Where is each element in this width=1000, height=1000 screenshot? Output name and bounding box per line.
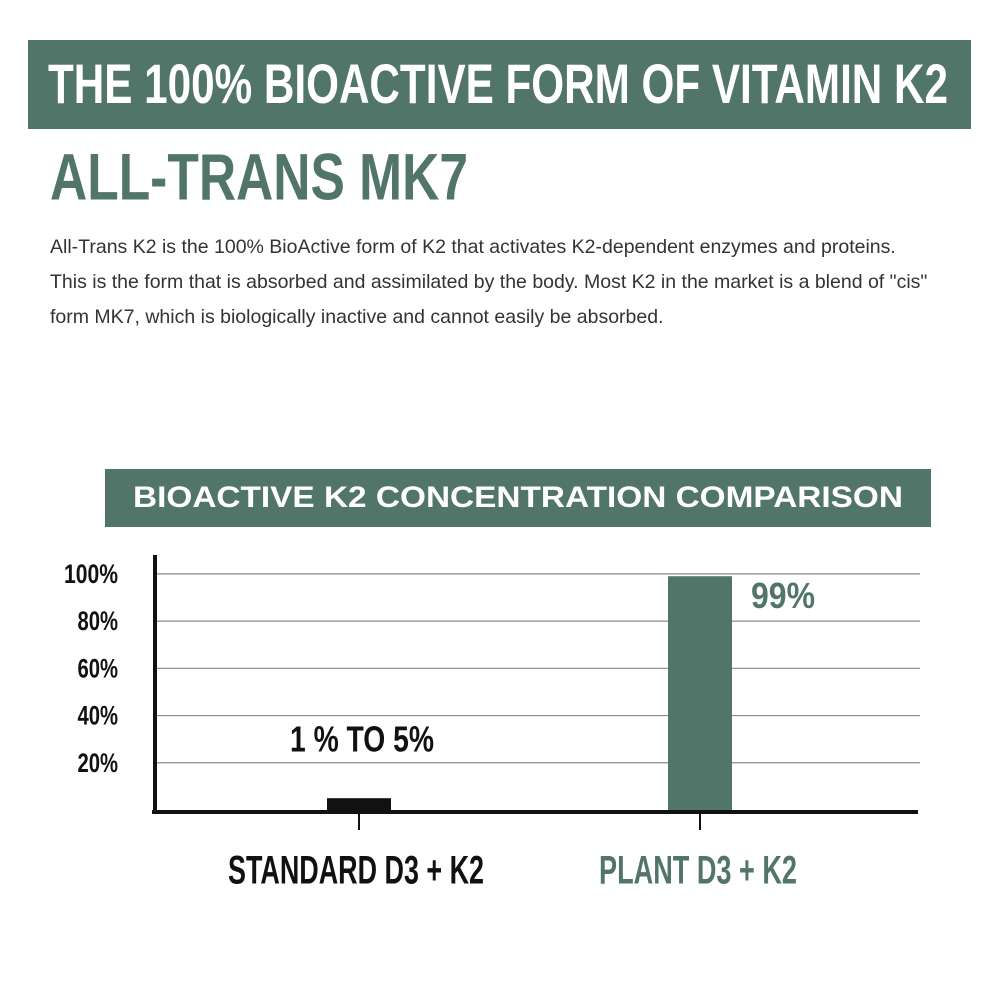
- y-tick-label: 20%: [78, 748, 119, 778]
- chart-title-band: [105, 469, 931, 527]
- heading: ALL-TRANS MK7: [50, 139, 468, 213]
- y-tick-label: 80%: [78, 606, 119, 636]
- description: All-Trans K2 is the 100% BioActive form …: [50, 236, 928, 328]
- header-title: THE 100% BIOACTIVE FORM OF VITAMIN K2: [48, 52, 948, 115]
- y-tick-label: 40%: [78, 701, 119, 731]
- chart-title: BIOACTIVE K2 CONCENTRATION COMPARISON: [133, 481, 903, 514]
- value-label: 1 % TO 5%: [290, 719, 434, 760]
- x-tick-label: PLANT D3 + K2: [599, 849, 797, 893]
- bar: [668, 576, 732, 810]
- y-tick-label: 60%: [78, 653, 119, 683]
- x-tick-label: STANDARD D3 + K2: [228, 849, 484, 893]
- bar: [327, 798, 391, 810]
- y-tick-label: 100%: [64, 559, 118, 589]
- header-band: [28, 40, 971, 129]
- value-label: 99%: [751, 575, 815, 616]
